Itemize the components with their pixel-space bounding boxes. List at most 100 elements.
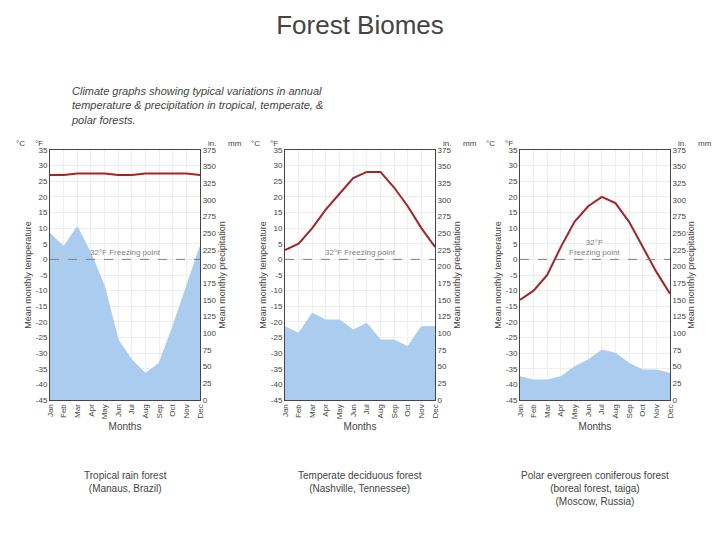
- svg-text:20: 20: [273, 193, 282, 202]
- svg-text:275: 275: [203, 212, 217, 221]
- svg-text:125: 125: [673, 312, 687, 321]
- svg-text:5: 5: [278, 240, 283, 249]
- svg-text:25: 25: [438, 379, 447, 388]
- svg-text:15: 15: [38, 208, 47, 217]
- svg-text:32°F Freezing point: 32°F Freezing point: [90, 248, 161, 257]
- svg-text:Jun: Jun: [114, 404, 123, 417]
- svg-text:-40: -40: [36, 380, 48, 389]
- svg-text:Jan: Jan: [516, 404, 525, 417]
- svg-text:-25: -25: [271, 333, 283, 342]
- svg-text:Jan: Jan: [281, 404, 290, 417]
- svg-text:25: 25: [273, 177, 282, 186]
- svg-text:Mar: Mar: [73, 404, 82, 418]
- svg-text:200: 200: [673, 262, 687, 271]
- svg-text:30: 30: [508, 161, 517, 170]
- svg-text:20: 20: [38, 193, 47, 202]
- svg-text:375: 375: [673, 146, 687, 155]
- svg-text:-25: -25: [36, 333, 48, 342]
- svg-text:150: 150: [203, 296, 217, 305]
- svg-text:Months: Months: [344, 421, 377, 432]
- svg-text:Feb: Feb: [59, 404, 68, 418]
- svg-text:0: 0: [438, 396, 443, 405]
- svg-text:250: 250: [438, 229, 452, 238]
- svg-text:Oct: Oct: [168, 403, 177, 416]
- svg-text:300: 300: [438, 196, 452, 205]
- svg-text:Aug: Aug: [376, 404, 385, 418]
- svg-text:-5: -5: [275, 271, 283, 280]
- svg-text:Forest Biomes: Forest Biomes: [276, 10, 444, 40]
- svg-text:Jul: Jul: [362, 404, 371, 414]
- svg-text:175: 175: [673, 279, 687, 288]
- svg-text:15: 15: [508, 208, 517, 217]
- svg-text:mm: mm: [228, 139, 242, 148]
- svg-text:125: 125: [203, 312, 217, 321]
- svg-text:Mean monthly precipitation: Mean monthly precipitation: [686, 221, 696, 329]
- svg-text:125: 125: [438, 312, 452, 321]
- svg-text:100: 100: [438, 329, 452, 338]
- svg-text:-45: -45: [506, 396, 518, 405]
- svg-text:Sep: Sep: [625, 404, 634, 419]
- svg-text:75: 75: [673, 346, 682, 355]
- svg-text:-20: -20: [271, 318, 283, 327]
- svg-text:375: 375: [203, 146, 217, 155]
- svg-text:Tropical rain forest(Manaus, B: Tropical rain forest(Manaus, Brazil): [84, 470, 167, 494]
- svg-text:-5: -5: [510, 271, 518, 280]
- svg-text:Months: Months: [579, 421, 612, 432]
- svg-text:Apr: Apr: [87, 404, 96, 417]
- svg-text:-45: -45: [271, 396, 283, 405]
- svg-text:225: 225: [438, 246, 452, 255]
- svg-text:Jun: Jun: [584, 404, 593, 417]
- svg-text:in.: in.: [443, 139, 451, 148]
- svg-text:Apr: Apr: [322, 404, 331, 417]
- svg-text:-30: -30: [506, 349, 518, 358]
- svg-text:Polar evergreen coniferous for: Polar evergreen coniferous forest(boreal…: [521, 470, 669, 507]
- svg-text:Feb: Feb: [529, 404, 538, 418]
- svg-text:200: 200: [438, 262, 452, 271]
- svg-text:Mean monthly precipitation: Mean monthly precipitation: [217, 221, 227, 329]
- svg-text:250: 250: [203, 229, 217, 238]
- svg-text:Mean monthly temperature: Mean monthly temperature: [258, 221, 268, 329]
- svg-text:-35: -35: [36, 365, 48, 374]
- svg-text:-35: -35: [271, 365, 283, 374]
- svg-text:25: 25: [673, 379, 682, 388]
- svg-text:Jun: Jun: [349, 404, 358, 417]
- svg-text:Jul: Jul: [127, 404, 136, 414]
- svg-text:-20: -20: [36, 318, 48, 327]
- svg-text:275: 275: [673, 212, 687, 221]
- svg-text:Apr: Apr: [556, 404, 565, 417]
- svg-text:May: May: [335, 404, 344, 419]
- svg-text:Mean monthly temperature: Mean monthly temperature: [23, 221, 33, 329]
- svg-text:325: 325: [438, 179, 452, 188]
- svg-text:-10: -10: [506, 286, 518, 295]
- svg-text:250: 250: [673, 229, 687, 238]
- svg-text:Nov: Nov: [182, 404, 191, 418]
- svg-text:Mean monthly temperature: Mean monthly temperature: [493, 221, 503, 329]
- svg-text:25: 25: [508, 177, 517, 186]
- svg-text:°C: °C: [16, 139, 25, 148]
- svg-text:32°F Freezing point: 32°F Freezing point: [325, 248, 396, 257]
- svg-text:°F: °F: [505, 139, 513, 148]
- svg-text:35: 35: [273, 146, 282, 155]
- svg-text:Mar: Mar: [308, 404, 317, 418]
- svg-text:325: 325: [203, 179, 217, 188]
- svg-text:in.: in.: [208, 139, 216, 148]
- svg-text:in.: in.: [678, 139, 686, 148]
- svg-text:100: 100: [673, 329, 687, 338]
- svg-text:25: 25: [38, 177, 47, 186]
- svg-text:20: 20: [508, 193, 517, 202]
- svg-text:-30: -30: [271, 349, 283, 358]
- svg-text:0: 0: [513, 255, 518, 264]
- svg-text:300: 300: [673, 196, 687, 205]
- svg-text:50: 50: [673, 362, 682, 371]
- svg-text:-10: -10: [271, 286, 283, 295]
- svg-text:350: 350: [203, 162, 217, 171]
- svg-text:May: May: [570, 404, 579, 419]
- svg-text:-30: -30: [36, 349, 48, 358]
- svg-text:100: 100: [203, 329, 217, 338]
- svg-text:350: 350: [438, 162, 452, 171]
- svg-text:50: 50: [203, 362, 212, 371]
- svg-text:Nov: Nov: [652, 404, 661, 418]
- svg-text:Jul: Jul: [597, 404, 606, 414]
- svg-text:°F: °F: [35, 139, 43, 148]
- svg-text:275: 275: [438, 212, 452, 221]
